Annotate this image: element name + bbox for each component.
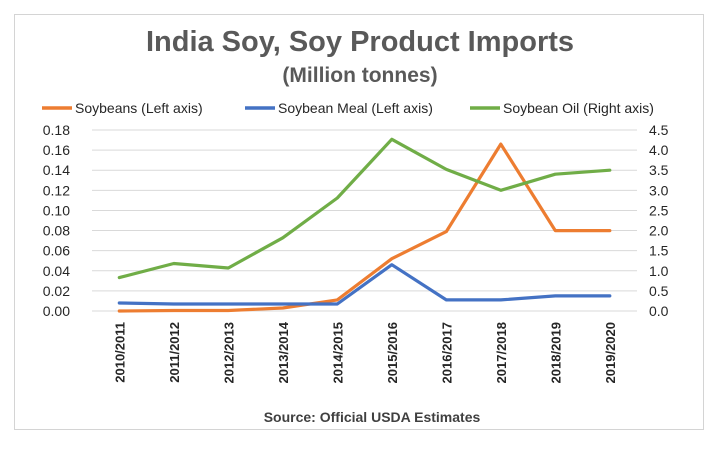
left-axis-tick-label: 0.16 [43,142,70,158]
left-axis-tick-label: 0.14 [43,162,70,178]
chart-subtitle: (Million tonnes) [282,64,438,87]
x-axis-tick-label: 2015/2016 [385,322,400,383]
left-axis-tick-label: 0.02 [43,283,70,299]
right-axis-tick-label: 1.5 [649,243,669,259]
legend-entry: Soybean Meal (Left axis) [278,100,433,116]
series-line [117,142,612,313]
source-note: Source: Official USDA Estimates [264,409,481,425]
left-axis-tick-label: 0.12 [43,182,70,198]
right-axis-tick-label: 2.5 [649,202,669,218]
left-axis-ticks: 0.00 0.02 0.04 0.06 0.08 0.10 0.12 0.14 0.16 0.18 [43,122,70,319]
right-axis-tick-label: 4.0 [649,142,669,158]
legend-entry: Soybean Oil (Right axis) [503,100,654,116]
x-axis-tick-label: 2016/2017 [439,322,454,383]
right-axis-tick-label: 3.5 [649,162,669,178]
left-axis-tick-label: 0.04 [43,263,70,279]
x-axis-tick-label: 2013/2014 [276,321,291,383]
chart-title: India Soy, Soy Product Imports [145,26,575,58]
x-axis-tick-label: 2012/2013 [221,322,236,383]
left-axis-tick-label: 0.00 [43,303,70,319]
series-lines [117,137,612,313]
right-axis-ticks: 0.0 0.5 1.0 1.5 2.0 2.5 3.0 3.5 4.0 4.5 [649,122,669,319]
legend: Soybeans (Left axis) Soybean Meal (Left a… [42,100,654,116]
x-axis-tick-label: 2010/2011 [112,322,127,383]
series-line [117,137,612,280]
x-axis-tick-label: 2018/2019 [548,322,563,383]
left-axis-tick-label: 0.10 [43,202,70,218]
x-axis-tick-label: 2014/2015 [330,322,345,383]
chart-frame [14,14,704,430]
series-line [117,263,612,306]
right-axis-tick-label: 1.0 [649,263,669,279]
left-axis-tick-label: 0.06 [43,243,70,259]
x-axis-tick-label: 2017/2018 [494,322,509,383]
right-axis-tick-label: 3.0 [649,182,669,198]
x-axis-tick-label: 2011/2012 [167,322,182,383]
right-axis-tick-label: 4.5 [649,122,669,138]
left-axis-tick-label: 0.08 [43,223,70,239]
left-axis-tick-label: 0.18 [43,122,70,138]
right-axis-tick-label: 2.0 [649,223,669,239]
right-axis-tick-label: 0.5 [649,283,669,299]
x-axis-tick-label: 2019/2020 [603,322,618,383]
right-axis-tick-label: 0.0 [649,303,669,319]
legend-entry: Soybeans (Left axis) [75,100,203,116]
x-axis-ticks: 2010/2011 2011/2012 2012/2013 2013/2014 2014… [112,321,618,383]
